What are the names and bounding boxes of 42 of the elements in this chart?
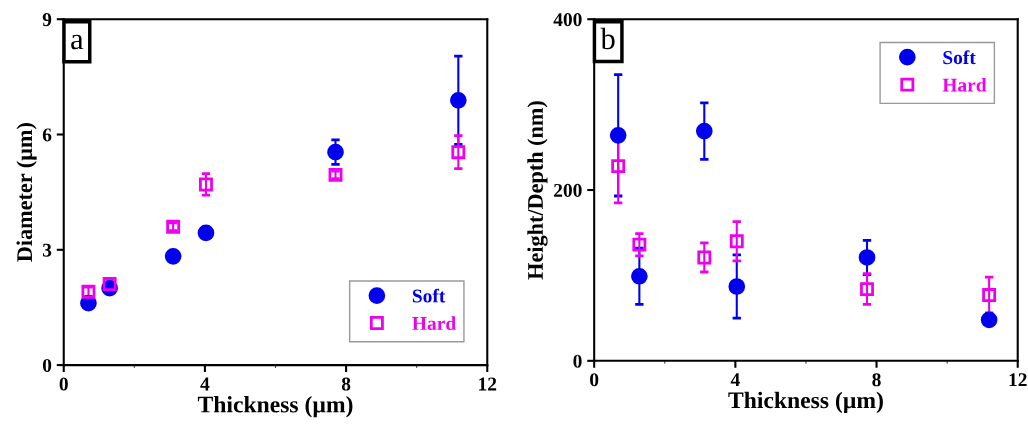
legend-label: Hard bbox=[942, 77, 987, 92]
x-tick-label: 8 bbox=[341, 377, 351, 391]
point bbox=[327, 143, 344, 161]
point bbox=[450, 91, 467, 109]
x-tick-label: 4 bbox=[730, 373, 740, 387]
y-tick-label: 400 bbox=[553, 13, 582, 27]
point bbox=[197, 224, 215, 242]
y-tick-label: 200 bbox=[554, 183, 582, 197]
annotation: b bbox=[600, 27, 615, 50]
point bbox=[164, 247, 182, 265]
point bbox=[982, 288, 997, 302]
y-axis-title: Height/Depth (nm) bbox=[527, 101, 548, 280]
point bbox=[609, 127, 627, 144]
point bbox=[697, 250, 712, 265]
y-axis-title: Diameter (µm) bbox=[16, 123, 37, 262]
point bbox=[695, 122, 713, 140]
legend-label: Hard bbox=[412, 316, 456, 331]
x-axis-title: Thickness (µm) bbox=[728, 391, 883, 414]
x-tick-label: 0 bbox=[590, 373, 599, 387]
x-axis-title: Thickness (µm) bbox=[197, 395, 353, 418]
point bbox=[631, 267, 648, 285]
point bbox=[860, 282, 874, 297]
y-tick-label: 3 bbox=[42, 243, 52, 257]
point bbox=[102, 277, 117, 291]
x-tick-label: 12 bbox=[1009, 373, 1027, 387]
x-tick-label: 8 bbox=[872, 373, 881, 387]
point bbox=[611, 159, 626, 174]
point bbox=[729, 234, 744, 249]
y-tick-label: 0 bbox=[573, 354, 582, 368]
x-tick-label: 4 bbox=[200, 377, 210, 391]
annotation: a bbox=[71, 34, 84, 50]
y-tick-label: 9 bbox=[42, 13, 52, 27]
x-tick-label: 12 bbox=[479, 377, 497, 391]
legend-label: Soft bbox=[412, 288, 446, 303]
legend-label: Soft bbox=[943, 50, 976, 65]
y-tick-label: 0 bbox=[42, 358, 52, 373]
x-tick-label: 0 bbox=[59, 377, 68, 391]
point bbox=[199, 177, 213, 192]
point bbox=[980, 311, 998, 329]
point bbox=[728, 278, 746, 295]
point bbox=[858, 249, 876, 266]
y-tick-label: 6 bbox=[42, 128, 52, 142]
